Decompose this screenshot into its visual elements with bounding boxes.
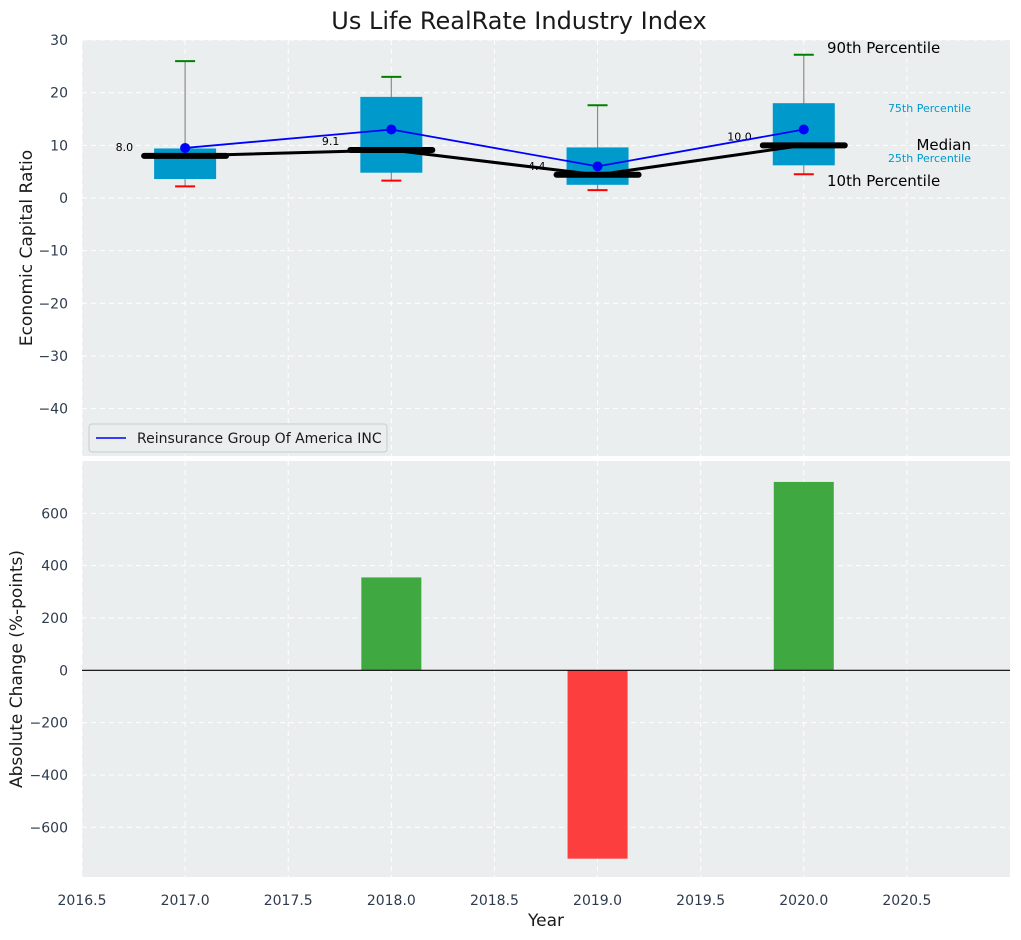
top-y-axis-label: Economic Capital Ratio bbox=[17, 150, 37, 346]
x-tick-label: 2019.5 bbox=[676, 893, 725, 909]
x-axis-label: Year bbox=[527, 911, 564, 931]
median-annotation: Median bbox=[916, 136, 971, 154]
x-tick-label: 2017.0 bbox=[161, 893, 210, 909]
x-tick-label: 2018.5 bbox=[470, 893, 519, 909]
legend-label: Reinsurance Group Of America INC bbox=[137, 431, 382, 447]
bottom-y-tick-label: 400 bbox=[41, 559, 68, 575]
median-value-label: 8.0 bbox=[116, 141, 134, 154]
top-y-tick-label: −30 bbox=[38, 349, 68, 365]
x-tick-label: 2020.0 bbox=[779, 893, 828, 909]
x-ticks: 2016.5 2017.0 2017.5 2018.0 2018.5 2019.0 2019… bbox=[58, 893, 932, 909]
company-series-group bbox=[180, 124, 809, 172]
bottom-y-axis-label: Absolute Change (%-points) bbox=[7, 550, 27, 788]
p10-annotation: 10th Percentile bbox=[827, 172, 940, 190]
change-bar bbox=[773, 481, 834, 671]
top-y-tick-label: −20 bbox=[38, 296, 68, 312]
p75-annotation: 75th Percentile bbox=[888, 102, 971, 115]
top-y-tick-label: 30 bbox=[50, 33, 68, 49]
top-y-ticks: 30 20 10 0 −10 −20 −30 −40 bbox=[38, 33, 68, 418]
legend: Reinsurance Group Of America INC bbox=[88, 423, 388, 453]
iqr-box bbox=[360, 96, 423, 173]
x-tick-label: 2017.5 bbox=[264, 893, 313, 909]
x-tick-label: 2019.0 bbox=[573, 893, 622, 909]
change-bar bbox=[567, 670, 628, 859]
median-value-label: 4.4 bbox=[528, 160, 546, 173]
change-bar bbox=[361, 577, 422, 671]
bottom-y-tick-label: −200 bbox=[30, 716, 68, 732]
bottom-y-ticks: 600 400 200 0 −200 −400 −600 bbox=[30, 506, 68, 836]
bar-group bbox=[82, 481, 1010, 859]
top-y-tick-label: 20 bbox=[50, 86, 68, 102]
top-y-tick-label: 0 bbox=[59, 191, 68, 207]
series-point bbox=[180, 142, 191, 153]
median-trend-line bbox=[185, 143, 804, 177]
top-grid bbox=[81, 39, 1010, 456]
series-point bbox=[386, 124, 397, 135]
x-tick-label: 2016.5 bbox=[58, 893, 107, 909]
chart-title: Us Life RealRate Industry Index bbox=[331, 7, 706, 35]
legend-box bbox=[88, 423, 388, 453]
p25-annotation: 25th Percentile bbox=[888, 152, 971, 165]
top-y-tick-label: −10 bbox=[38, 244, 68, 260]
top-y-tick-label: 10 bbox=[50, 138, 68, 154]
top-plot-area bbox=[82, 40, 1010, 456]
bottom-plot-area bbox=[82, 461, 1010, 877]
bottom-y-tick-label: 200 bbox=[41, 611, 68, 627]
x-tick-label: 2018.0 bbox=[367, 893, 416, 909]
p90-annotation: 90th Percentile bbox=[827, 39, 940, 57]
bottom-y-tick-label: −600 bbox=[30, 820, 68, 836]
series-point bbox=[592, 161, 603, 172]
series-point bbox=[798, 124, 809, 135]
top-y-tick-label: −40 bbox=[38, 402, 68, 418]
bottom-y-tick-label: −400 bbox=[30, 768, 68, 784]
bottom-y-tick-label: 0 bbox=[59, 663, 68, 679]
series-line bbox=[185, 128, 804, 168]
median-line-group: 8.0 9.14.410.0 bbox=[116, 130, 848, 178]
bottom-y-tick-label: 600 bbox=[41, 506, 68, 522]
x-tick-label: 2020.5 bbox=[882, 893, 931, 909]
median-value-label: 9.1 bbox=[322, 135, 340, 148]
